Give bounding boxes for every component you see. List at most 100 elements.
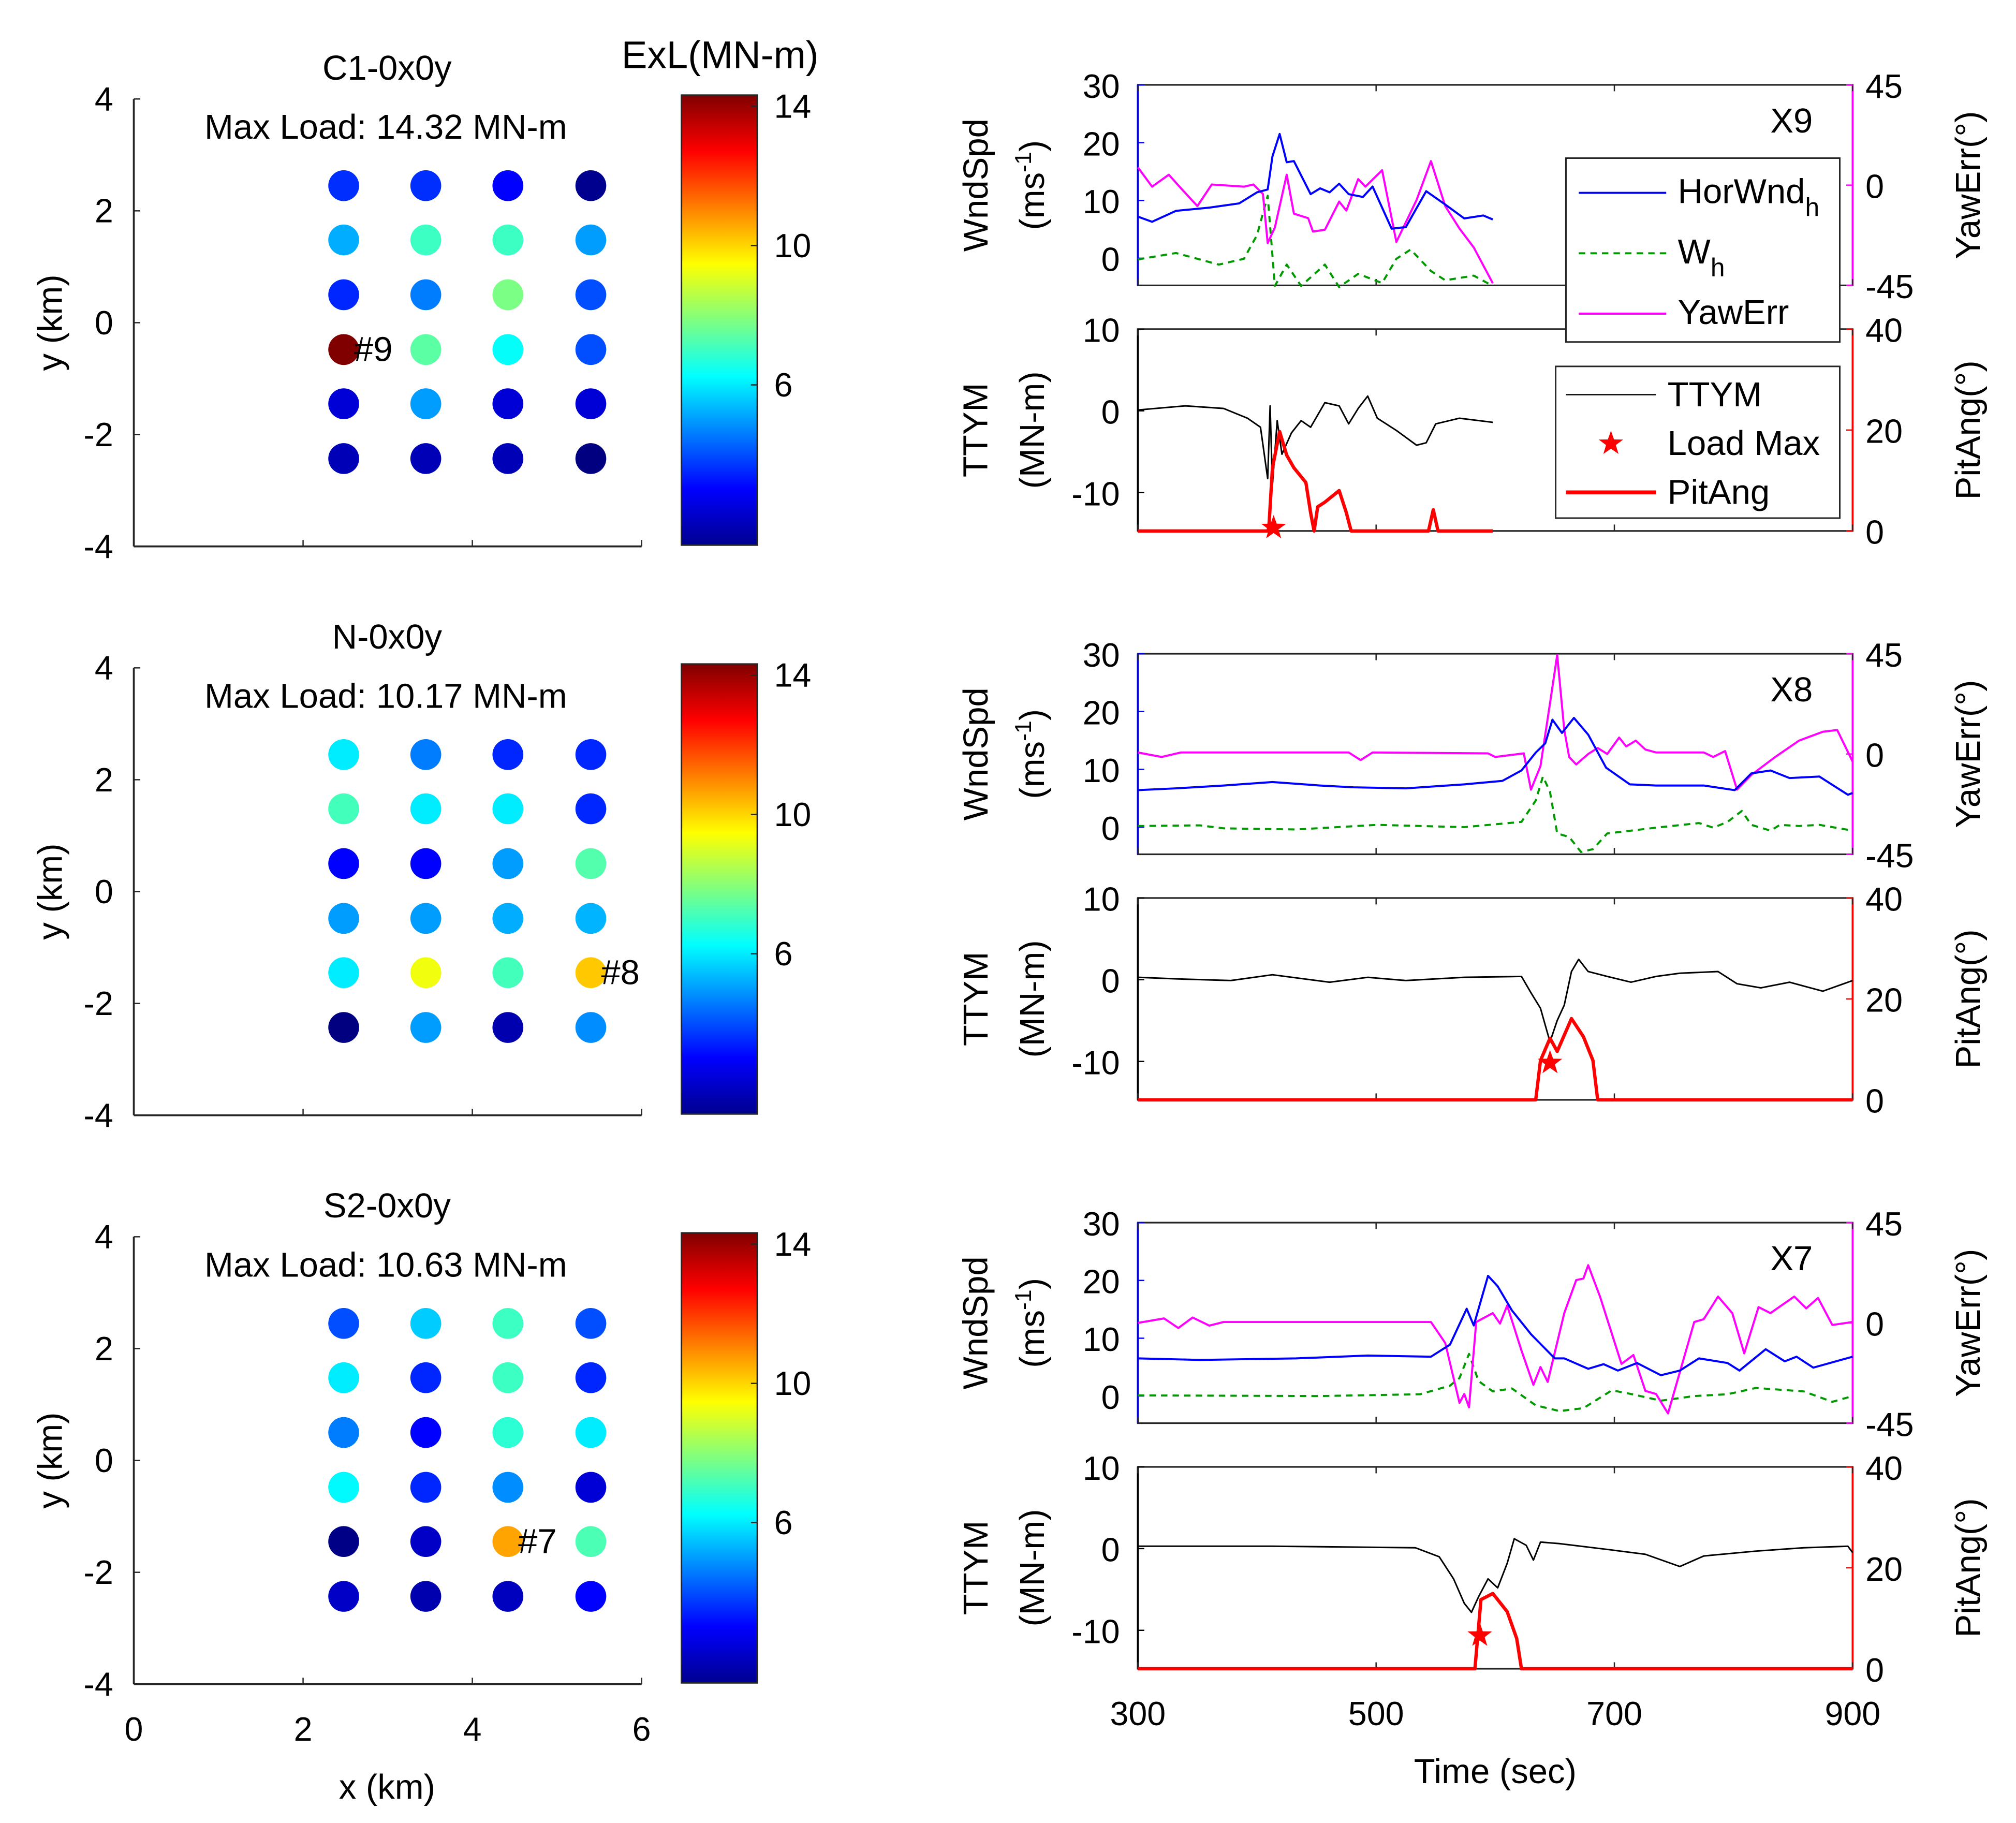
turbine-dot bbox=[575, 279, 607, 311]
turbine-dot bbox=[492, 1362, 524, 1393]
y-tick-label: -2 bbox=[83, 416, 113, 453]
colorbar-tick-label: 10 bbox=[774, 796, 811, 833]
right-axis-label: YawErr(°) bbox=[1949, 680, 1988, 828]
right-axis-label: PitAng(°) bbox=[1949, 929, 1988, 1068]
max-turbine-annotation: #9 bbox=[354, 330, 393, 369]
colorbar-tick-label: 10 bbox=[774, 1365, 811, 1402]
axes-box bbox=[1137, 653, 1853, 856]
timeseries-panel: 30 20 10 0 45 0 -45 WndSpd (ms-1) YawErr(°) X8 10 0 -… bbox=[957, 637, 1988, 1120]
x-tick-label: 900 bbox=[1824, 1695, 1880, 1732]
unit-base: (ms bbox=[1013, 172, 1052, 230]
yaw-error-line bbox=[1138, 1264, 1853, 1415]
panel-title: S2-0x0y bbox=[323, 1186, 451, 1225]
left-y-tick-label: 0 bbox=[1101, 963, 1120, 1000]
colorbar-label: ExL(MN-m) bbox=[622, 34, 819, 77]
right-y-tick-label: 0 bbox=[1865, 514, 1884, 551]
colorbar bbox=[681, 1232, 758, 1684]
turbine-dot bbox=[575, 1526, 607, 1557]
turbine-dot bbox=[492, 1581, 524, 1612]
turbine-dot bbox=[575, 1308, 607, 1339]
turbine-dot bbox=[328, 793, 359, 825]
panel-title: N-0x0y bbox=[332, 618, 443, 656]
turbine-dot bbox=[492, 1472, 524, 1503]
left-axis-unit-label: (MN-m) bbox=[1013, 940, 1052, 1057]
left-axis-unit-label: (ms-1) bbox=[1011, 140, 1052, 230]
turbine-dot bbox=[410, 1308, 442, 1339]
load-max-star bbox=[1538, 1050, 1563, 1074]
unit-base: (ms bbox=[1013, 1310, 1052, 1368]
colorbar bbox=[681, 663, 758, 1115]
colorbar-tick-label: 14 bbox=[774, 88, 811, 125]
turbine-dot bbox=[328, 1362, 359, 1393]
turbine-dot bbox=[575, 1472, 607, 1503]
turbine-dot bbox=[328, 279, 359, 311]
turbine-dot bbox=[575, 848, 607, 879]
x-tick-label: 6 bbox=[632, 1711, 651, 1748]
turbine-dot bbox=[410, 739, 442, 770]
right-y-tick-label: 0 bbox=[1865, 1306, 1884, 1343]
y-tick-label: 2 bbox=[95, 193, 113, 230]
right-y-tick-label: -45 bbox=[1865, 268, 1914, 305]
legend-label: PitAng bbox=[1668, 473, 1770, 512]
turbine-dot bbox=[410, 848, 442, 879]
turbine-dot bbox=[328, 903, 359, 934]
legend-label: HorWndh bbox=[1678, 172, 1820, 222]
turbine-dot bbox=[492, 957, 524, 988]
turbine-dot bbox=[328, 1581, 359, 1612]
turbine-dot bbox=[575, 443, 607, 474]
left-axis-unit-label: (ms-1) bbox=[1011, 1278, 1052, 1368]
turbine-dot bbox=[492, 224, 524, 256]
turbine-dot bbox=[575, 739, 607, 770]
right-y-tick-label: 0 bbox=[1865, 1083, 1884, 1120]
turbine-dot bbox=[410, 334, 442, 365]
turbine-dot bbox=[328, 224, 359, 256]
turbine-dot bbox=[492, 848, 524, 879]
turbine-dot bbox=[328, 739, 359, 770]
y-tick-label: 4 bbox=[95, 81, 113, 118]
y-tick-label: 0 bbox=[95, 873, 113, 910]
y-tick-label: 2 bbox=[95, 1330, 113, 1368]
turbine-dot bbox=[328, 848, 359, 879]
left-axis-unit-label: (MN-m) bbox=[1013, 1509, 1052, 1626]
legend-label-main: HorWnd bbox=[1678, 172, 1805, 211]
left-y-tick-label: 10 bbox=[1083, 183, 1120, 220]
y-tick-label: -2 bbox=[83, 985, 113, 1022]
x-tick-label: 0 bbox=[125, 1711, 143, 1748]
left-axis-label: WndSpd bbox=[957, 1256, 995, 1389]
turbine-dot bbox=[410, 1417, 442, 1448]
y-tick-label: 4 bbox=[95, 650, 113, 687]
right-axis-label: YawErr(°) bbox=[1949, 1249, 1988, 1397]
y-tick-label: 2 bbox=[95, 761, 113, 799]
left-y-tick-label: 30 bbox=[1083, 68, 1120, 105]
x-tick-label: 700 bbox=[1586, 1695, 1642, 1732]
pitch-angle-line bbox=[1138, 1017, 1853, 1102]
y-tick-label: 0 bbox=[95, 1442, 113, 1479]
load-max-star bbox=[1467, 1622, 1492, 1646]
yaw-error-line bbox=[1137, 654, 1854, 791]
left-y-tick-label: 20 bbox=[1083, 695, 1120, 732]
y-tick-label: 4 bbox=[95, 1218, 113, 1256]
x-tick-label: 4 bbox=[463, 1711, 482, 1748]
legend-box bbox=[1565, 157, 1841, 343]
left-y-tick-label: -10 bbox=[1071, 475, 1120, 512]
scatter-panel: 4 2 0 -2 -4 0 2 4 6 x (km) y (km) S2-0x0y Max Load: … bbox=[31, 1186, 811, 1806]
right-y-tick-label: 45 bbox=[1865, 68, 1903, 105]
x-tick-label: 500 bbox=[1348, 1695, 1404, 1732]
y-axis-label: y (km) bbox=[31, 843, 69, 939]
timeseries-panel: 30 20 10 0 45 0 -45 WndSpd (ms-1) YawErr(°) X7 10 0 -… bbox=[957, 1205, 1988, 1791]
colorbar-tick-label: 6 bbox=[774, 935, 792, 973]
turbine-dot bbox=[410, 224, 442, 256]
vertical-wind-line bbox=[1138, 775, 1853, 853]
turbine-dot bbox=[492, 1417, 524, 1448]
left-axis-unit-label: (MN-m) bbox=[1013, 371, 1052, 489]
turbine-label: X9 bbox=[1770, 101, 1813, 140]
unit-close: ) bbox=[1013, 140, 1052, 152]
turbine-dot bbox=[492, 443, 524, 474]
right-y-tick-label: 45 bbox=[1865, 637, 1903, 674]
turbine-dot bbox=[575, 388, 607, 419]
left-y-tick-label: -10 bbox=[1071, 1045, 1120, 1082]
turbine-dot bbox=[492, 903, 524, 934]
left-axis-label: WndSpd bbox=[957, 119, 995, 252]
turbine-dot bbox=[410, 1012, 442, 1043]
